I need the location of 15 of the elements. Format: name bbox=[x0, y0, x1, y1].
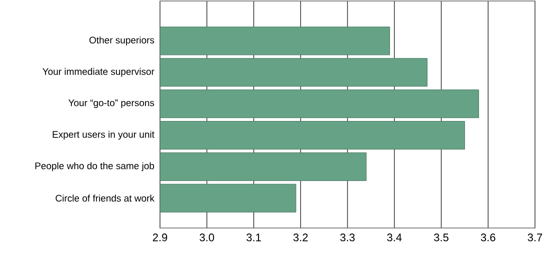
x-tick-label: 3.1 bbox=[246, 234, 261, 242]
x-tick-label: 2.9 bbox=[152, 234, 168, 242]
y-tick-label: Your immediate supervisor bbox=[42, 68, 154, 77]
x-tick-label: 3.2 bbox=[293, 234, 308, 242]
x-tick-label: 3.6 bbox=[480, 234, 496, 242]
x-tick-label: 3.5 bbox=[434, 234, 448, 242]
y-tick-label: Other superiors bbox=[89, 36, 154, 46]
x-tick-label: 3.3 bbox=[340, 234, 355, 242]
x-tick-label: 3.0 bbox=[200, 234, 214, 242]
x-tick-label: 3.4 bbox=[387, 234, 402, 242]
y-tick-label: Expert users in your unit bbox=[52, 130, 154, 140]
y-tick-label: Circle of friends at work bbox=[56, 194, 154, 202]
y-tick-label: Your “go-to” persons bbox=[68, 100, 154, 108]
x-tick-label: 3.7 bbox=[528, 234, 542, 242]
y-tick-label: People who do the same job bbox=[35, 162, 154, 172]
